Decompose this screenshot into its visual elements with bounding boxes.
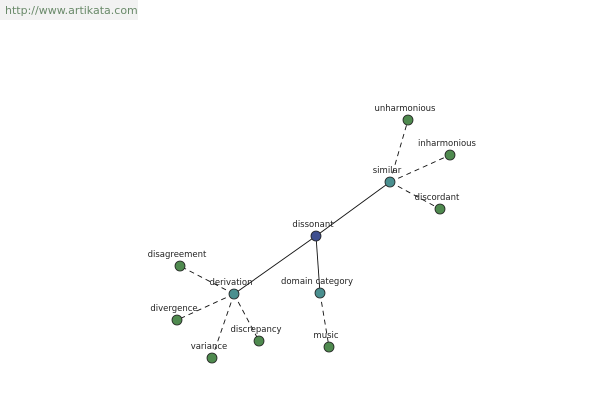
node[interactable] — [253, 335, 265, 347]
edge — [179, 265, 235, 295]
edge — [319, 292, 330, 348]
node-label: similar — [373, 166, 402, 176]
header: http://www.artikata.com — [0, 0, 138, 20]
node[interactable] — [228, 288, 240, 300]
edge — [389, 181, 441, 210]
node-label: disagreement — [148, 250, 207, 260]
edge — [315, 235, 321, 294]
node[interactable] — [434, 203, 446, 215]
edge — [176, 293, 235, 321]
node[interactable] — [323, 341, 335, 353]
node-label: inharmonious — [418, 139, 477, 149]
node-label: discrepancy — [230, 325, 281, 335]
node[interactable] — [384, 176, 396, 188]
node-label: unharmonious — [375, 104, 437, 114]
edge — [389, 119, 409, 183]
edge — [211, 293, 235, 359]
node-label: variance — [191, 342, 228, 352]
node[interactable] — [174, 260, 186, 272]
node[interactable] — [310, 230, 322, 242]
node-label: discordant — [415, 193, 460, 203]
node-label: derivation — [209, 278, 252, 288]
node[interactable] — [402, 114, 414, 126]
node-label: domain category — [281, 277, 353, 287]
edge — [233, 235, 317, 295]
edge — [315, 181, 391, 237]
node[interactable] — [206, 352, 218, 364]
url[interactable]: http://www.artikata.com — [5, 4, 138, 17]
node-label: divergence — [150, 304, 197, 314]
node-label: music — [313, 331, 338, 341]
node[interactable] — [444, 149, 456, 161]
node[interactable] — [314, 287, 326, 299]
node[interactable] — [171, 314, 183, 326]
edge — [389, 154, 451, 183]
node-label: dissonant — [292, 220, 334, 230]
